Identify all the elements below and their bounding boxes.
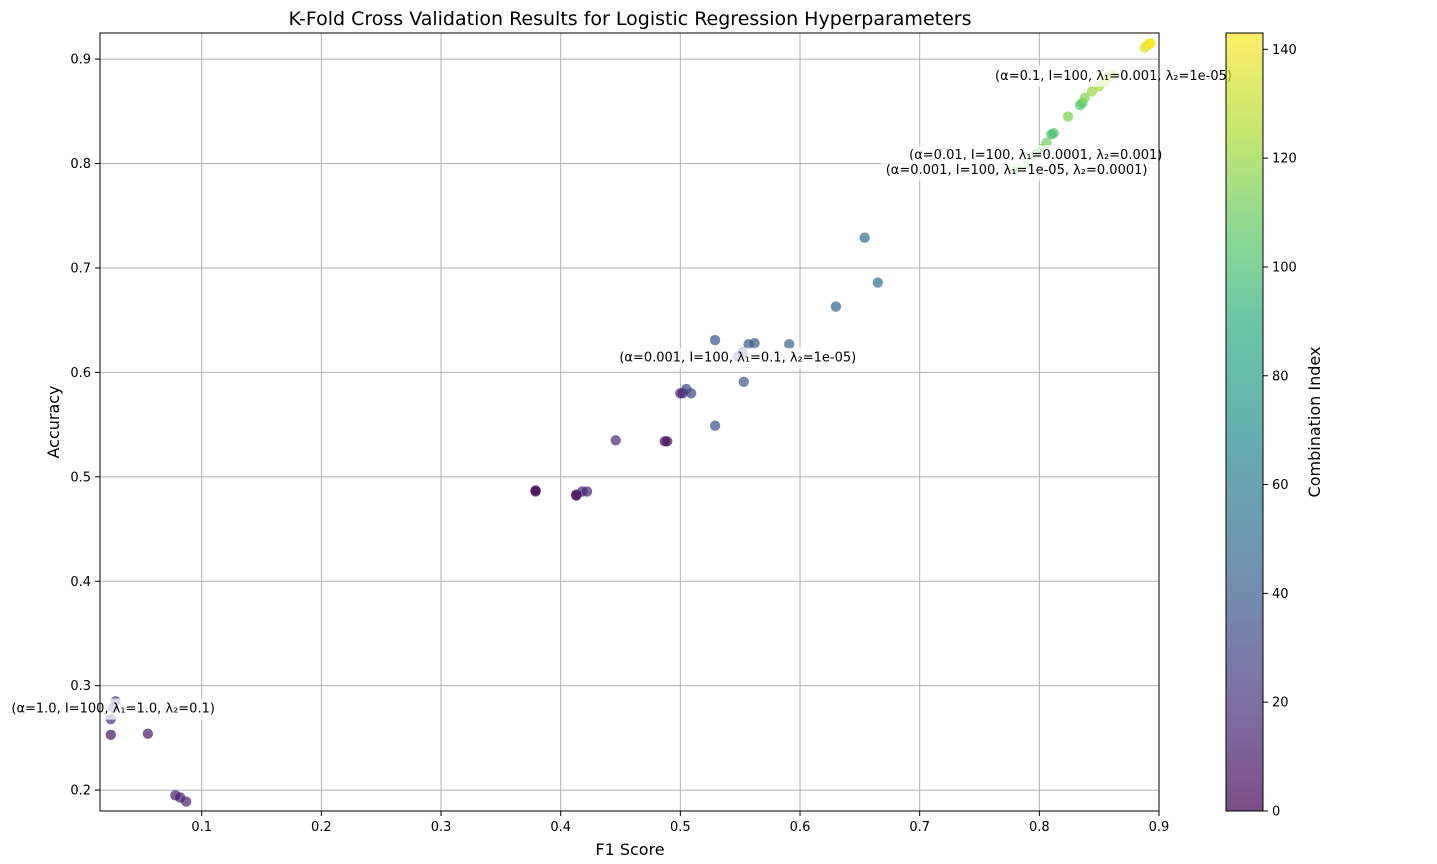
- x-tick-label: 0.3: [431, 820, 452, 835]
- x-axis-label: F1 Score: [595, 840, 664, 859]
- colorbar: [1226, 33, 1263, 811]
- x-tick-label: 0.2: [311, 820, 332, 835]
- chart-title: K-Fold Cross Validation Results for Logi…: [289, 8, 972, 30]
- colorbar-tick-label: 120: [1272, 152, 1297, 167]
- scatter-point: [872, 277, 883, 288]
- annotation-text: (α=0.1, I=100, λ₁=0.001, λ₂=1e-05): [995, 69, 1232, 84]
- x-tick-label: 0.9: [1149, 820, 1170, 835]
- colorbar-tick-label: 80: [1272, 369, 1289, 384]
- annotation-box: [614, 347, 862, 369]
- scatter-point: [784, 339, 795, 350]
- colorbar-tick-label: 100: [1272, 260, 1297, 275]
- y-tick-label: 0.3: [70, 679, 91, 694]
- annotation: (α=1.0, I=100, λ₁=1.0, λ₂=0.1): [6, 698, 220, 720]
- scatter-point: [709, 420, 721, 431]
- scatter-point: [1062, 111, 1074, 122]
- x-tick-label: 0.1: [191, 820, 212, 835]
- annotation-text: (α=1.0, I=100, λ₁=1.0, λ₂=0.1): [11, 702, 215, 717]
- x-tick-label: 0.6: [790, 820, 811, 835]
- y-axis-ticks: 0.2 0.3 0.4 0.5 0.6 0.7 0.8 0.9: [70, 53, 100, 799]
- scatter-point: [530, 486, 541, 497]
- scatter-point: [1145, 38, 1156, 49]
- y-tick-label: 0.4: [70, 575, 91, 590]
- scatter-point: [610, 435, 621, 446]
- annotation-text: (α=0.001, I=100, λ₁=0.1, λ₂=1e-05): [619, 351, 856, 366]
- annotations: (α=0.1, I=100, λ₁=0.001, λ₂=1e-05) (α=0.0…: [6, 65, 1237, 720]
- colorbar-ticks: 0 20 40 60 80 100 120 140: [1263, 43, 1297, 820]
- colorbar-tick-label: 140: [1272, 43, 1297, 58]
- y-tick-label: 0.9: [70, 53, 91, 68]
- annotation: (α=0.1, I=100, λ₁=0.001, λ₂=1e-05): [990, 65, 1237, 87]
- x-tick-label: 0.5: [670, 820, 691, 835]
- plot-area-frame: [99, 32, 1160, 812]
- colorbar-tick-label: 40: [1272, 587, 1289, 602]
- scatter-point: [830, 301, 842, 312]
- scatter-point: [1086, 86, 1098, 97]
- scatter-point: [581, 486, 593, 497]
- annotation-text: (α=0.001, I=100, λ₁=1e-05, λ₂=0.0001): [886, 163, 1148, 178]
- colorbar-label: Combination Index: [1305, 347, 1324, 498]
- x-tick-label: 0.7: [909, 820, 930, 835]
- y-tick-label: 0.7: [70, 261, 91, 276]
- scatter-point: [749, 337, 760, 349]
- scatter-point: [105, 729, 116, 740]
- scatter-point: [738, 376, 749, 387]
- x-axis-ticks: 0.1 0.2 0.3 0.4 0.5 0.6 0.7 0.8 0.9: [191, 811, 1169, 835]
- y-tick-label: 0.8: [70, 157, 91, 172]
- scatter-point: [661, 436, 673, 447]
- scatter-point: [1048, 128, 1059, 139]
- annotation-box: [880, 159, 1153, 181]
- scatter-point: [142, 728, 154, 739]
- scatter-point: [685, 388, 697, 399]
- y-tick-label: 0.6: [70, 366, 91, 381]
- annotation-text: (α=0.01, I=100, λ₁=0.0001, λ₂=0.001): [909, 148, 1162, 163]
- annotation-box: [6, 698, 220, 720]
- scatter-point: [859, 232, 870, 243]
- colorbar-tick-label: 60: [1272, 478, 1289, 493]
- x-tick-label: 0.8: [1029, 820, 1050, 835]
- annotation: (α=0.001, I=100, λ₁=1e-05, λ₂=0.0001): [880, 159, 1153, 181]
- scatter-point: [180, 796, 192, 807]
- annotation: (α=0.001, I=100, λ₁=0.1, λ₂=1e-05): [614, 347, 862, 369]
- y-tick-label: 0.5: [70, 470, 91, 485]
- scatter-point: [1079, 92, 1091, 103]
- colorbar-frame: [1225, 32, 1264, 812]
- grid: [100, 33, 1160, 811]
- scatter-point: [709, 334, 721, 346]
- y-tick-label: 0.2: [70, 784, 91, 799]
- y-axis-label: Accuracy: [44, 385, 63, 458]
- colorbar-tick-label: 20: [1272, 696, 1289, 711]
- annotation-box: [990, 65, 1237, 87]
- colorbar-tick-label: 0: [1272, 805, 1280, 820]
- x-tick-label: 0.4: [550, 820, 571, 835]
